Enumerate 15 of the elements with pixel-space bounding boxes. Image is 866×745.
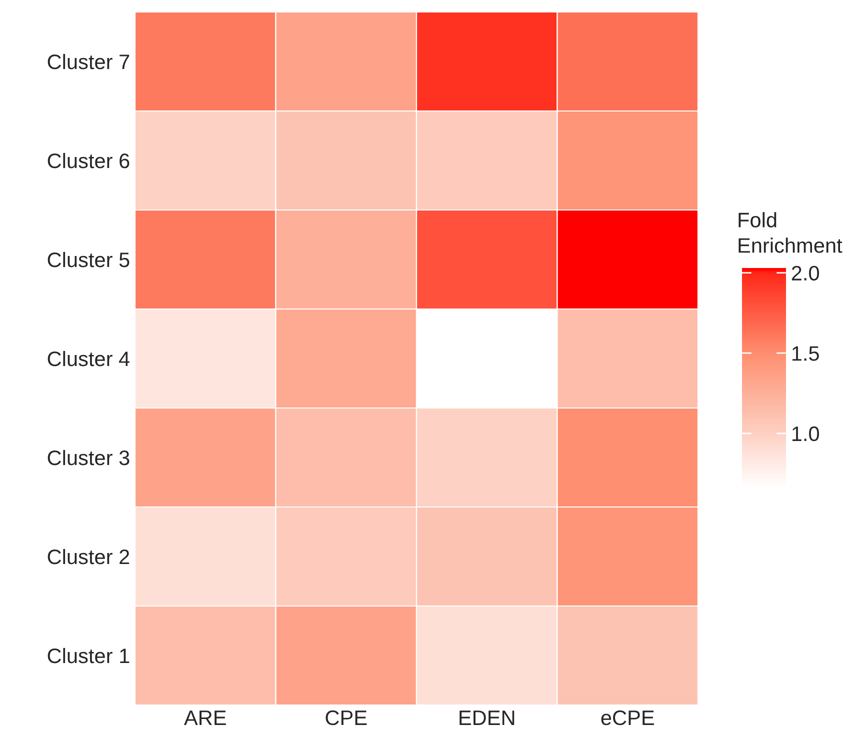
legend-title: Fold Enrichment (738, 212, 842, 253)
y-tick-label: Cluster 6 (48, 152, 130, 168)
color-bar-label: 1.0 (792, 426, 820, 442)
color-bar-label: 1.5 (792, 346, 819, 361)
x-tick-label: ARE (184, 710, 226, 725)
x-tick-label: eCPE (601, 710, 654, 726)
y-tick-label: Cluster 4 (48, 350, 130, 366)
y-tick-label: Cluster 2 (48, 548, 130, 564)
y-tick-label: Cluster 3 (48, 450, 130, 466)
x-tick-label: CPE (326, 710, 367, 726)
x-tick-label: EDEN (460, 710, 514, 725)
y-tick-label: Cluster 7 (48, 54, 130, 70)
color-bar-label: 2.0 (792, 266, 820, 281)
y-tick-label: Cluster 5 (48, 252, 130, 268)
y-tick-label: Cluster 1 (48, 648, 130, 664)
